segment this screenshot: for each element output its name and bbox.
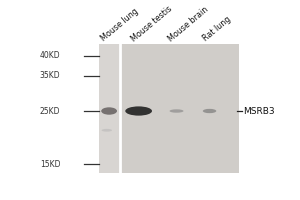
Text: MSRB3: MSRB3: [243, 107, 275, 116]
Text: Rat lung: Rat lung: [201, 15, 233, 43]
Text: 35KD: 35KD: [40, 71, 61, 80]
Ellipse shape: [101, 107, 117, 115]
Ellipse shape: [102, 129, 112, 132]
Bar: [99, 44, 120, 173]
Text: 25KD: 25KD: [40, 107, 60, 116]
Text: 40KD: 40KD: [40, 51, 61, 60]
Text: Mouse brain: Mouse brain: [167, 5, 210, 43]
Text: Mouse lung: Mouse lung: [99, 7, 140, 43]
Text: 15KD: 15KD: [40, 160, 60, 169]
Ellipse shape: [169, 109, 184, 113]
Ellipse shape: [203, 109, 216, 113]
Bar: [120, 44, 238, 173]
Ellipse shape: [125, 106, 152, 116]
Text: Mouse testis: Mouse testis: [129, 4, 174, 43]
